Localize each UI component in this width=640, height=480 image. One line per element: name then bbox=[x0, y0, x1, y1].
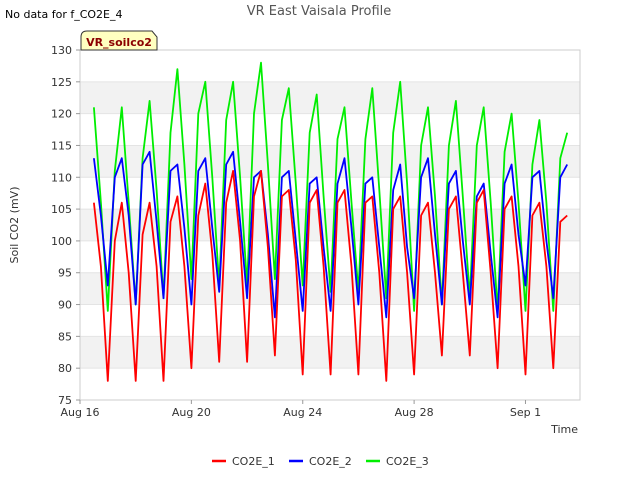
y-tick-label: 115 bbox=[51, 139, 72, 152]
series-line-co2e_2 bbox=[93, 150, 568, 319]
x-axis-label: Time bbox=[550, 423, 578, 436]
grid-band bbox=[80, 145, 580, 178]
x-axis: Aug 16 Aug 20 Aug 24 Aug 28 Sep 1 bbox=[61, 400, 541, 419]
y-tick-label: 80 bbox=[58, 362, 72, 375]
legend-label-co2e_1: CO2E_1 bbox=[232, 455, 275, 468]
y-tick-label: 100 bbox=[51, 235, 72, 248]
y-tick-label: 90 bbox=[58, 299, 72, 312]
series-layer bbox=[93, 61, 569, 382]
legend-label-co2e_2: CO2E_2 bbox=[309, 455, 352, 468]
y-tick-label: 105 bbox=[51, 203, 72, 216]
no-data-note: No data for f_CO2E_4 bbox=[5, 8, 123, 21]
y-axis: 75 80 85 90 95 100 105 110 115 120 125 130 bbox=[51, 44, 80, 407]
grid-band bbox=[80, 209, 580, 241]
x-tick-label: Sep 1 bbox=[510, 406, 541, 419]
plot-frame bbox=[79, 49, 581, 401]
grid bbox=[80, 49, 580, 401]
chart-title: VR East Vaisala Profile bbox=[247, 4, 392, 19]
site-badge: VR_soilco2 bbox=[80, 30, 158, 51]
site-badge-label: VR_soilco2 bbox=[86, 36, 152, 49]
series-line-co2e_1 bbox=[93, 169, 568, 382]
x-tick-label: Aug 24 bbox=[283, 406, 322, 419]
y-tick-label: 120 bbox=[51, 108, 72, 121]
site-badge-box bbox=[80, 30, 158, 51]
y-tick-label: 95 bbox=[58, 267, 72, 280]
y-tick-label: 75 bbox=[58, 394, 72, 407]
y-tick-label: 125 bbox=[51, 76, 72, 89]
legend-label-co2e_3: CO2E_3 bbox=[386, 455, 429, 468]
y-tick-label: 130 bbox=[51, 44, 72, 57]
x-tick-label: Aug 28 bbox=[395, 406, 434, 419]
x-tick-label: Aug 20 bbox=[172, 406, 211, 419]
y-axis-label: Soil CO2 (mV) bbox=[8, 187, 21, 264]
grid-band bbox=[80, 81, 580, 114]
series-line-co2e_3 bbox=[93, 61, 569, 312]
legend: CO2E_1 CO2E_2 CO2E_3 bbox=[212, 455, 429, 468]
y-tick-label: 110 bbox=[51, 171, 72, 184]
x-tick-label: Aug 16 bbox=[61, 406, 100, 419]
y-tick-label: 85 bbox=[58, 330, 72, 343]
